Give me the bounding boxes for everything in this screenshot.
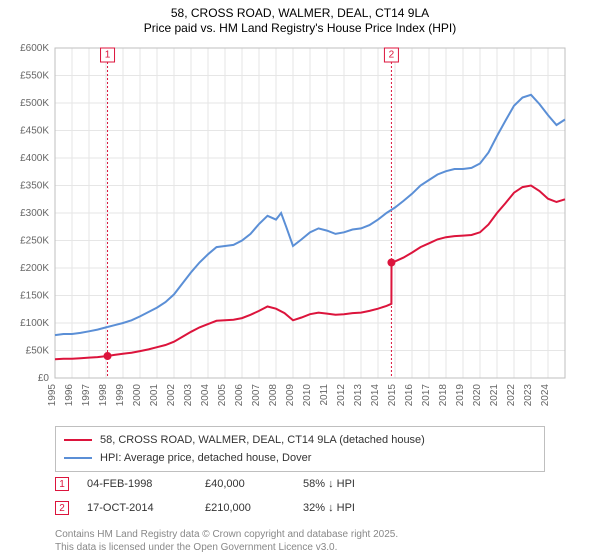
- event-marker-box: 2: [55, 501, 69, 515]
- svg-text:£250K: £250K: [20, 236, 49, 247]
- footer-attribution: Contains HM Land Registry data © Crown c…: [55, 529, 555, 554]
- line-chart: £0 £50K £100K £150K £200K £250K £300K £350K £400…: [0, 40, 600, 420]
- legend-swatch: [64, 457, 92, 459]
- svg-text:2001: 2001: [149, 384, 160, 407]
- svg-text:1999: 1999: [115, 384, 126, 407]
- svg-text:2000: 2000: [132, 384, 143, 407]
- svg-text:2017: 2017: [421, 384, 432, 407]
- svg-text:2009: 2009: [285, 384, 296, 407]
- chart-title-block: 58, CROSS ROAD, WALMER, DEAL, CT14 9LA P…: [0, 0, 600, 36]
- svg-text:2007: 2007: [251, 384, 262, 407]
- svg-text:1995: 1995: [47, 384, 58, 407]
- svg-text:2016: 2016: [404, 384, 415, 407]
- svg-text:2023: 2023: [523, 384, 534, 407]
- svg-text:2018: 2018: [438, 384, 449, 407]
- event-note: 58% ↓ HPI: [303, 478, 555, 490]
- event-row: 2 17-OCT-2014 £210,000 32% ↓ HPI: [55, 498, 555, 518]
- legend-label: HPI: Average price, detached house, Dove…: [100, 452, 311, 464]
- svg-text:£200K: £200K: [20, 263, 49, 274]
- svg-text:2: 2: [389, 50, 395, 61]
- footer-line2: This data is licensed under the Open Gov…: [55, 542, 555, 555]
- svg-text:2002: 2002: [166, 384, 177, 407]
- svg-text:2015: 2015: [387, 384, 398, 407]
- svg-text:£400K: £400K: [20, 153, 49, 164]
- svg-text:2004: 2004: [200, 384, 211, 407]
- event-date: 04-FEB-1998: [87, 478, 187, 490]
- svg-text:£100K: £100K: [20, 318, 49, 329]
- svg-text:£600K: £600K: [20, 43, 49, 54]
- event-price: £40,000: [205, 478, 285, 490]
- svg-text:£50K: £50K: [26, 346, 50, 357]
- svg-text:1997: 1997: [81, 384, 92, 407]
- legend-swatch: [64, 439, 92, 441]
- legend-label: 58, CROSS ROAD, WALMER, DEAL, CT14 9LA (…: [100, 434, 425, 446]
- legend-row: 58, CROSS ROAD, WALMER, DEAL, CT14 9LA (…: [64, 431, 536, 449]
- svg-text:2013: 2013: [353, 384, 364, 407]
- svg-text:1: 1: [105, 50, 111, 61]
- legend-row: HPI: Average price, detached house, Dove…: [64, 449, 536, 467]
- svg-text:£150K: £150K: [20, 291, 49, 302]
- title-line2: Price paid vs. HM Land Registry's House …: [0, 21, 600, 36]
- event-row: 1 04-FEB-1998 £40,000 58% ↓ HPI: [55, 474, 555, 494]
- svg-text:£300K: £300K: [20, 208, 49, 219]
- event-note: 32% ↓ HPI: [303, 502, 555, 514]
- svg-text:1998: 1998: [98, 384, 109, 407]
- svg-text:£0: £0: [38, 373, 50, 384]
- svg-text:2003: 2003: [183, 384, 194, 407]
- event-table: 1 04-FEB-1998 £40,000 58% ↓ HPI 2 17-OCT-2014…: [55, 474, 555, 522]
- svg-text:1996: 1996: [64, 384, 75, 407]
- title-line1: 58, CROSS ROAD, WALMER, DEAL, CT14 9LA: [0, 6, 600, 21]
- svg-text:2024: 2024: [540, 384, 551, 407]
- svg-text:£450K: £450K: [20, 126, 49, 137]
- svg-text:£350K: £350K: [20, 181, 49, 192]
- svg-text:2021: 2021: [489, 384, 500, 407]
- svg-text:2006: 2006: [234, 384, 245, 407]
- svg-text:2008: 2008: [268, 384, 279, 407]
- svg-text:2022: 2022: [506, 384, 517, 407]
- event-marker-box: 1: [55, 477, 69, 491]
- svg-text:2010: 2010: [302, 384, 313, 407]
- event-date: 17-OCT-2014: [87, 502, 187, 514]
- svg-text:2019: 2019: [455, 384, 466, 407]
- event-price: £210,000: [205, 502, 285, 514]
- svg-text:2014: 2014: [370, 384, 381, 407]
- legend: 58, CROSS ROAD, WALMER, DEAL, CT14 9LA (…: [55, 426, 545, 472]
- svg-text:2020: 2020: [472, 384, 483, 407]
- svg-text:2011: 2011: [319, 384, 330, 406]
- svg-text:2005: 2005: [217, 384, 228, 407]
- footer-line1: Contains HM Land Registry data © Crown c…: [55, 529, 555, 542]
- svg-text:£500K: £500K: [20, 98, 49, 109]
- svg-text:£550K: £550K: [20, 71, 49, 82]
- chart-container: £0 £50K £100K £150K £200K £250K £300K £350K £400…: [0, 40, 600, 420]
- svg-text:2012: 2012: [336, 384, 347, 407]
